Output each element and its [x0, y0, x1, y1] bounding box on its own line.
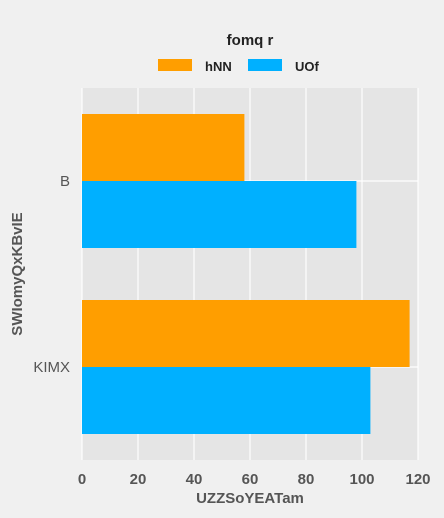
bar-UOf-KIMX [82, 367, 371, 434]
legend-title: fomq r [227, 32, 274, 49]
legend: hNN UOf [158, 59, 320, 74]
x-tick-label: 80 [298, 471, 315, 488]
legend-label: hNN [205, 59, 232, 74]
bars [82, 114, 410, 434]
bar-hNN-B [82, 114, 245, 181]
x-axis-label: UZZSoYEATam [196, 490, 304, 507]
y-tick-labels: B KIMX [33, 173, 70, 376]
x-tick-label: 20 [130, 471, 147, 488]
x-tick-label: 100 [349, 471, 374, 488]
x-tick-label: 0 [78, 471, 86, 488]
bar-UOf-B [82, 181, 357, 248]
y-axis-label: SWIomyQxKBvIE [9, 212, 26, 335]
legend-swatch-hNN [158, 59, 192, 71]
x-tick-label: 40 [186, 471, 203, 488]
x-tick-label: 120 [405, 471, 430, 488]
x-tick-labels: 0 20 40 60 80 100 120 [78, 471, 431, 488]
legend-label: UOf [295, 59, 320, 74]
legend-swatch-UOf [248, 59, 282, 71]
y-tick-label: B [60, 173, 70, 190]
y-tick-label: KIMX [33, 359, 70, 376]
x-tick-label: 60 [242, 471, 259, 488]
bar-hNN-KIMX [82, 300, 410, 367]
